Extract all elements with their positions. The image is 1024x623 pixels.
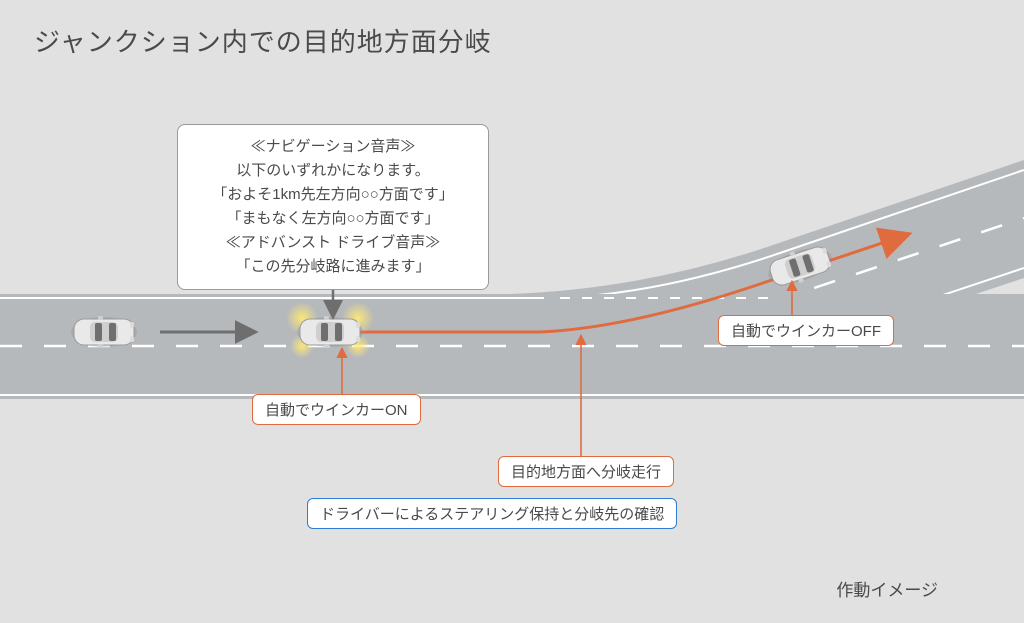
diagram-canvas xyxy=(0,0,1024,623)
voice-line: ≪アドバンスト ドライブ音声≫ xyxy=(192,231,474,255)
voice-line: 「まもなく左方向○○方面です」 xyxy=(192,207,474,231)
voice-line: 「およそ1km先左方向○○方面です」 xyxy=(192,183,474,207)
road-straight xyxy=(0,294,1024,399)
voice-line: ≪ナビゲーション音声≫ xyxy=(192,135,474,159)
callout-winker-off: 自動でウインカーOFF xyxy=(718,315,894,346)
voice-announcement-box: ≪ナビゲーション音声≫ 以下のいずれかになります。 「およそ1km先左方向○○方… xyxy=(177,124,489,290)
car-start xyxy=(71,316,137,348)
voice-line: 「この先分岐路に進みます」 xyxy=(192,255,474,279)
voice-line: 以下のいずれかになります。 xyxy=(192,159,474,183)
callout-driver-action: ドライバーによるステアリング保持と分岐先の確認 xyxy=(307,498,677,529)
callout-winker-on: 自動でウインカーON xyxy=(252,394,421,425)
callout-branching: 目的地方面へ分岐走行 xyxy=(498,456,674,487)
